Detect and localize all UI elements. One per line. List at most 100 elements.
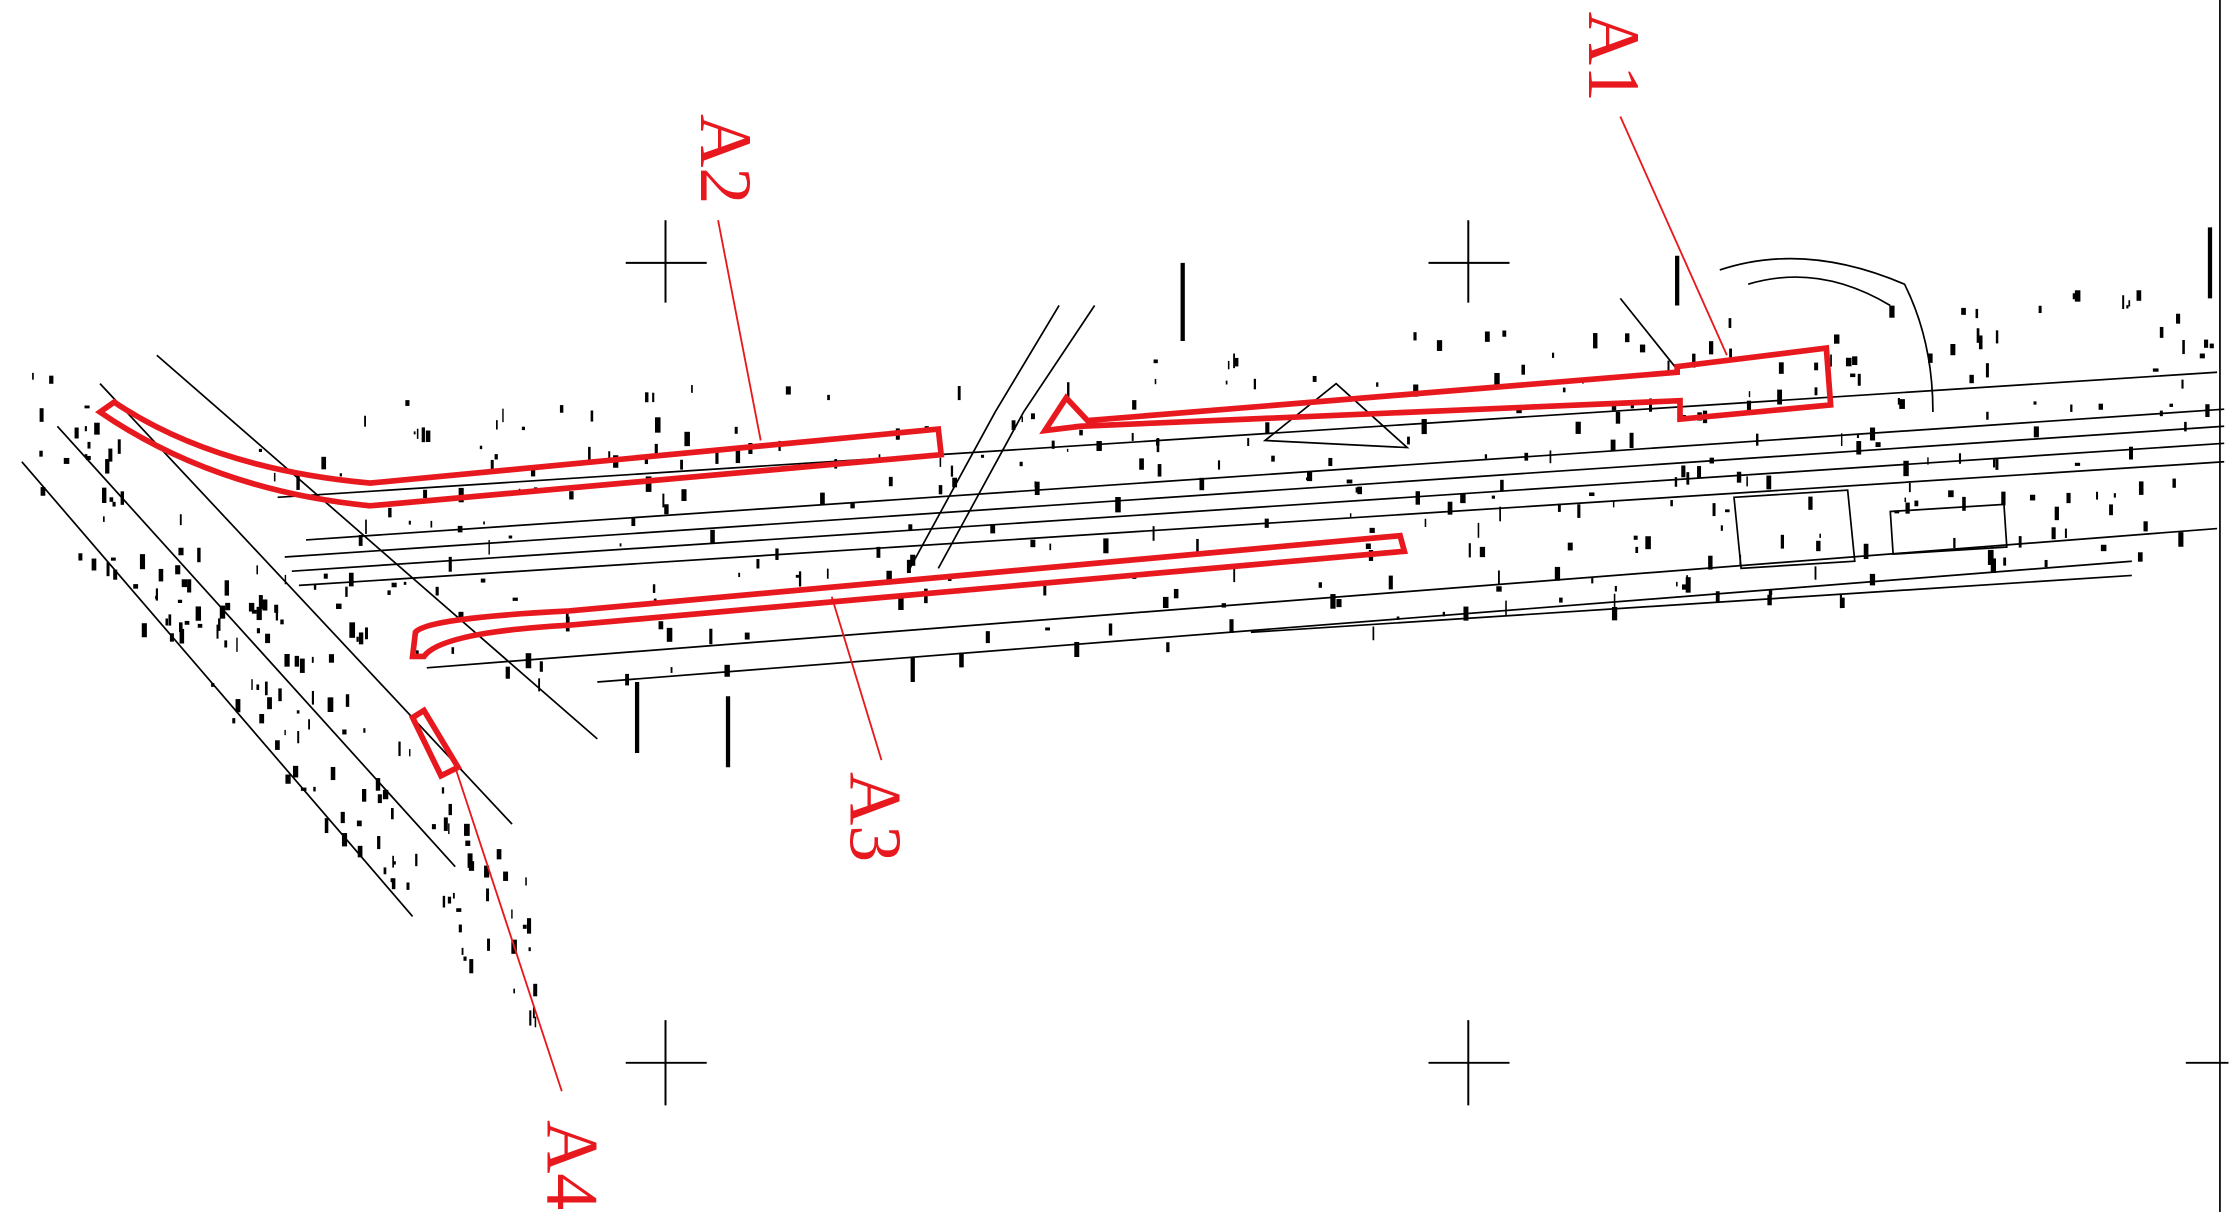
map-detail xyxy=(1899,399,1905,409)
crosshair xyxy=(1428,220,1510,303)
map-detail xyxy=(262,599,268,611)
map-detail xyxy=(313,786,316,792)
map-detail xyxy=(1388,575,1393,590)
map-detail xyxy=(625,673,629,686)
map-detail xyxy=(258,448,262,452)
map-detail xyxy=(1715,591,1720,603)
map-detail xyxy=(324,818,329,834)
map-detail xyxy=(938,485,943,495)
map-detail xyxy=(181,579,188,588)
map-detail xyxy=(985,631,990,644)
map-detail xyxy=(1497,570,1500,585)
map-detail xyxy=(1709,457,1714,464)
map-detail xyxy=(113,569,118,580)
map-detail xyxy=(339,473,342,477)
map-detail xyxy=(1639,344,1646,353)
map-detail xyxy=(377,836,381,850)
map-detail xyxy=(734,426,738,434)
map-detail xyxy=(670,667,673,673)
map-detail xyxy=(1166,642,1170,653)
map-detail xyxy=(296,710,300,714)
map-detail xyxy=(2199,353,2205,359)
map-detail xyxy=(1074,641,1080,658)
map-detail xyxy=(2128,446,2133,460)
map-detail xyxy=(390,808,394,820)
map-detail xyxy=(2176,313,2181,324)
map-detail xyxy=(1436,340,1443,351)
map-detail xyxy=(1958,453,1962,464)
map-detail xyxy=(225,602,231,611)
map-detail xyxy=(521,426,525,431)
map-detail xyxy=(1355,487,1359,493)
map-detail xyxy=(1814,566,1817,580)
map-detail xyxy=(1840,433,1843,447)
map-detail xyxy=(511,909,513,919)
map-detail xyxy=(256,565,259,575)
map-detail xyxy=(525,653,532,669)
map-detail xyxy=(950,465,954,477)
map-detail xyxy=(2204,339,2209,348)
map-detail xyxy=(216,624,219,639)
map-detail xyxy=(952,477,958,488)
map-detail xyxy=(1413,384,1419,397)
map-detail xyxy=(1863,543,1869,559)
map-detail xyxy=(1635,546,1639,554)
map-detail xyxy=(1986,411,1989,420)
map-detail xyxy=(2159,326,2164,338)
area-outline xyxy=(95,398,945,509)
map-detail xyxy=(2138,481,2144,495)
map-detail xyxy=(1686,472,1690,485)
map-detail xyxy=(662,493,665,508)
map-detail xyxy=(398,741,401,757)
map-detail xyxy=(1307,471,1313,482)
map-detail xyxy=(1468,543,1471,558)
map-detail xyxy=(724,664,730,677)
map-detail xyxy=(1928,353,1933,363)
map-detail xyxy=(390,878,394,883)
map-detail xyxy=(2001,491,2006,506)
map-detail xyxy=(1985,363,1989,378)
map-detail xyxy=(311,656,314,663)
map-detail xyxy=(87,441,91,449)
map-detail xyxy=(908,524,913,531)
map-detail xyxy=(1567,542,1573,551)
map-detail xyxy=(1766,475,1772,490)
map-detail xyxy=(408,520,411,525)
map-detail xyxy=(443,817,448,831)
map-detail xyxy=(538,678,541,692)
map-detail xyxy=(512,597,518,601)
map-detail xyxy=(2209,343,2214,349)
map-detail xyxy=(110,557,116,561)
map-detail xyxy=(2152,368,2159,372)
map-detail xyxy=(1372,626,1375,641)
map-detail xyxy=(1312,375,1317,382)
map-detail xyxy=(559,405,564,413)
map-detail xyxy=(1516,408,1522,414)
map-detail xyxy=(358,534,363,546)
map-detail xyxy=(84,426,87,432)
map-detail xyxy=(284,729,286,736)
map-detail xyxy=(1413,332,1417,341)
map-detail xyxy=(2109,504,2113,516)
map-detail xyxy=(1850,373,1856,378)
map-detail xyxy=(1995,330,1999,344)
map-detail xyxy=(1421,419,1427,435)
map-detail xyxy=(464,823,470,836)
map-detail xyxy=(40,487,46,496)
map-detail xyxy=(2182,340,2185,355)
map-detail xyxy=(321,456,327,470)
map-detail xyxy=(236,637,238,652)
map-detail xyxy=(348,572,354,587)
map-detail xyxy=(756,558,760,569)
map-detail xyxy=(1767,594,1772,606)
map-detail xyxy=(795,574,800,578)
map-detail xyxy=(910,554,916,566)
map-detail xyxy=(364,627,368,640)
map-detail xyxy=(323,573,328,579)
map-detail xyxy=(1649,398,1653,412)
map-detail xyxy=(1708,341,1714,355)
map-detail xyxy=(715,452,719,464)
map-detail xyxy=(292,765,299,778)
map-detail xyxy=(1914,500,1919,507)
